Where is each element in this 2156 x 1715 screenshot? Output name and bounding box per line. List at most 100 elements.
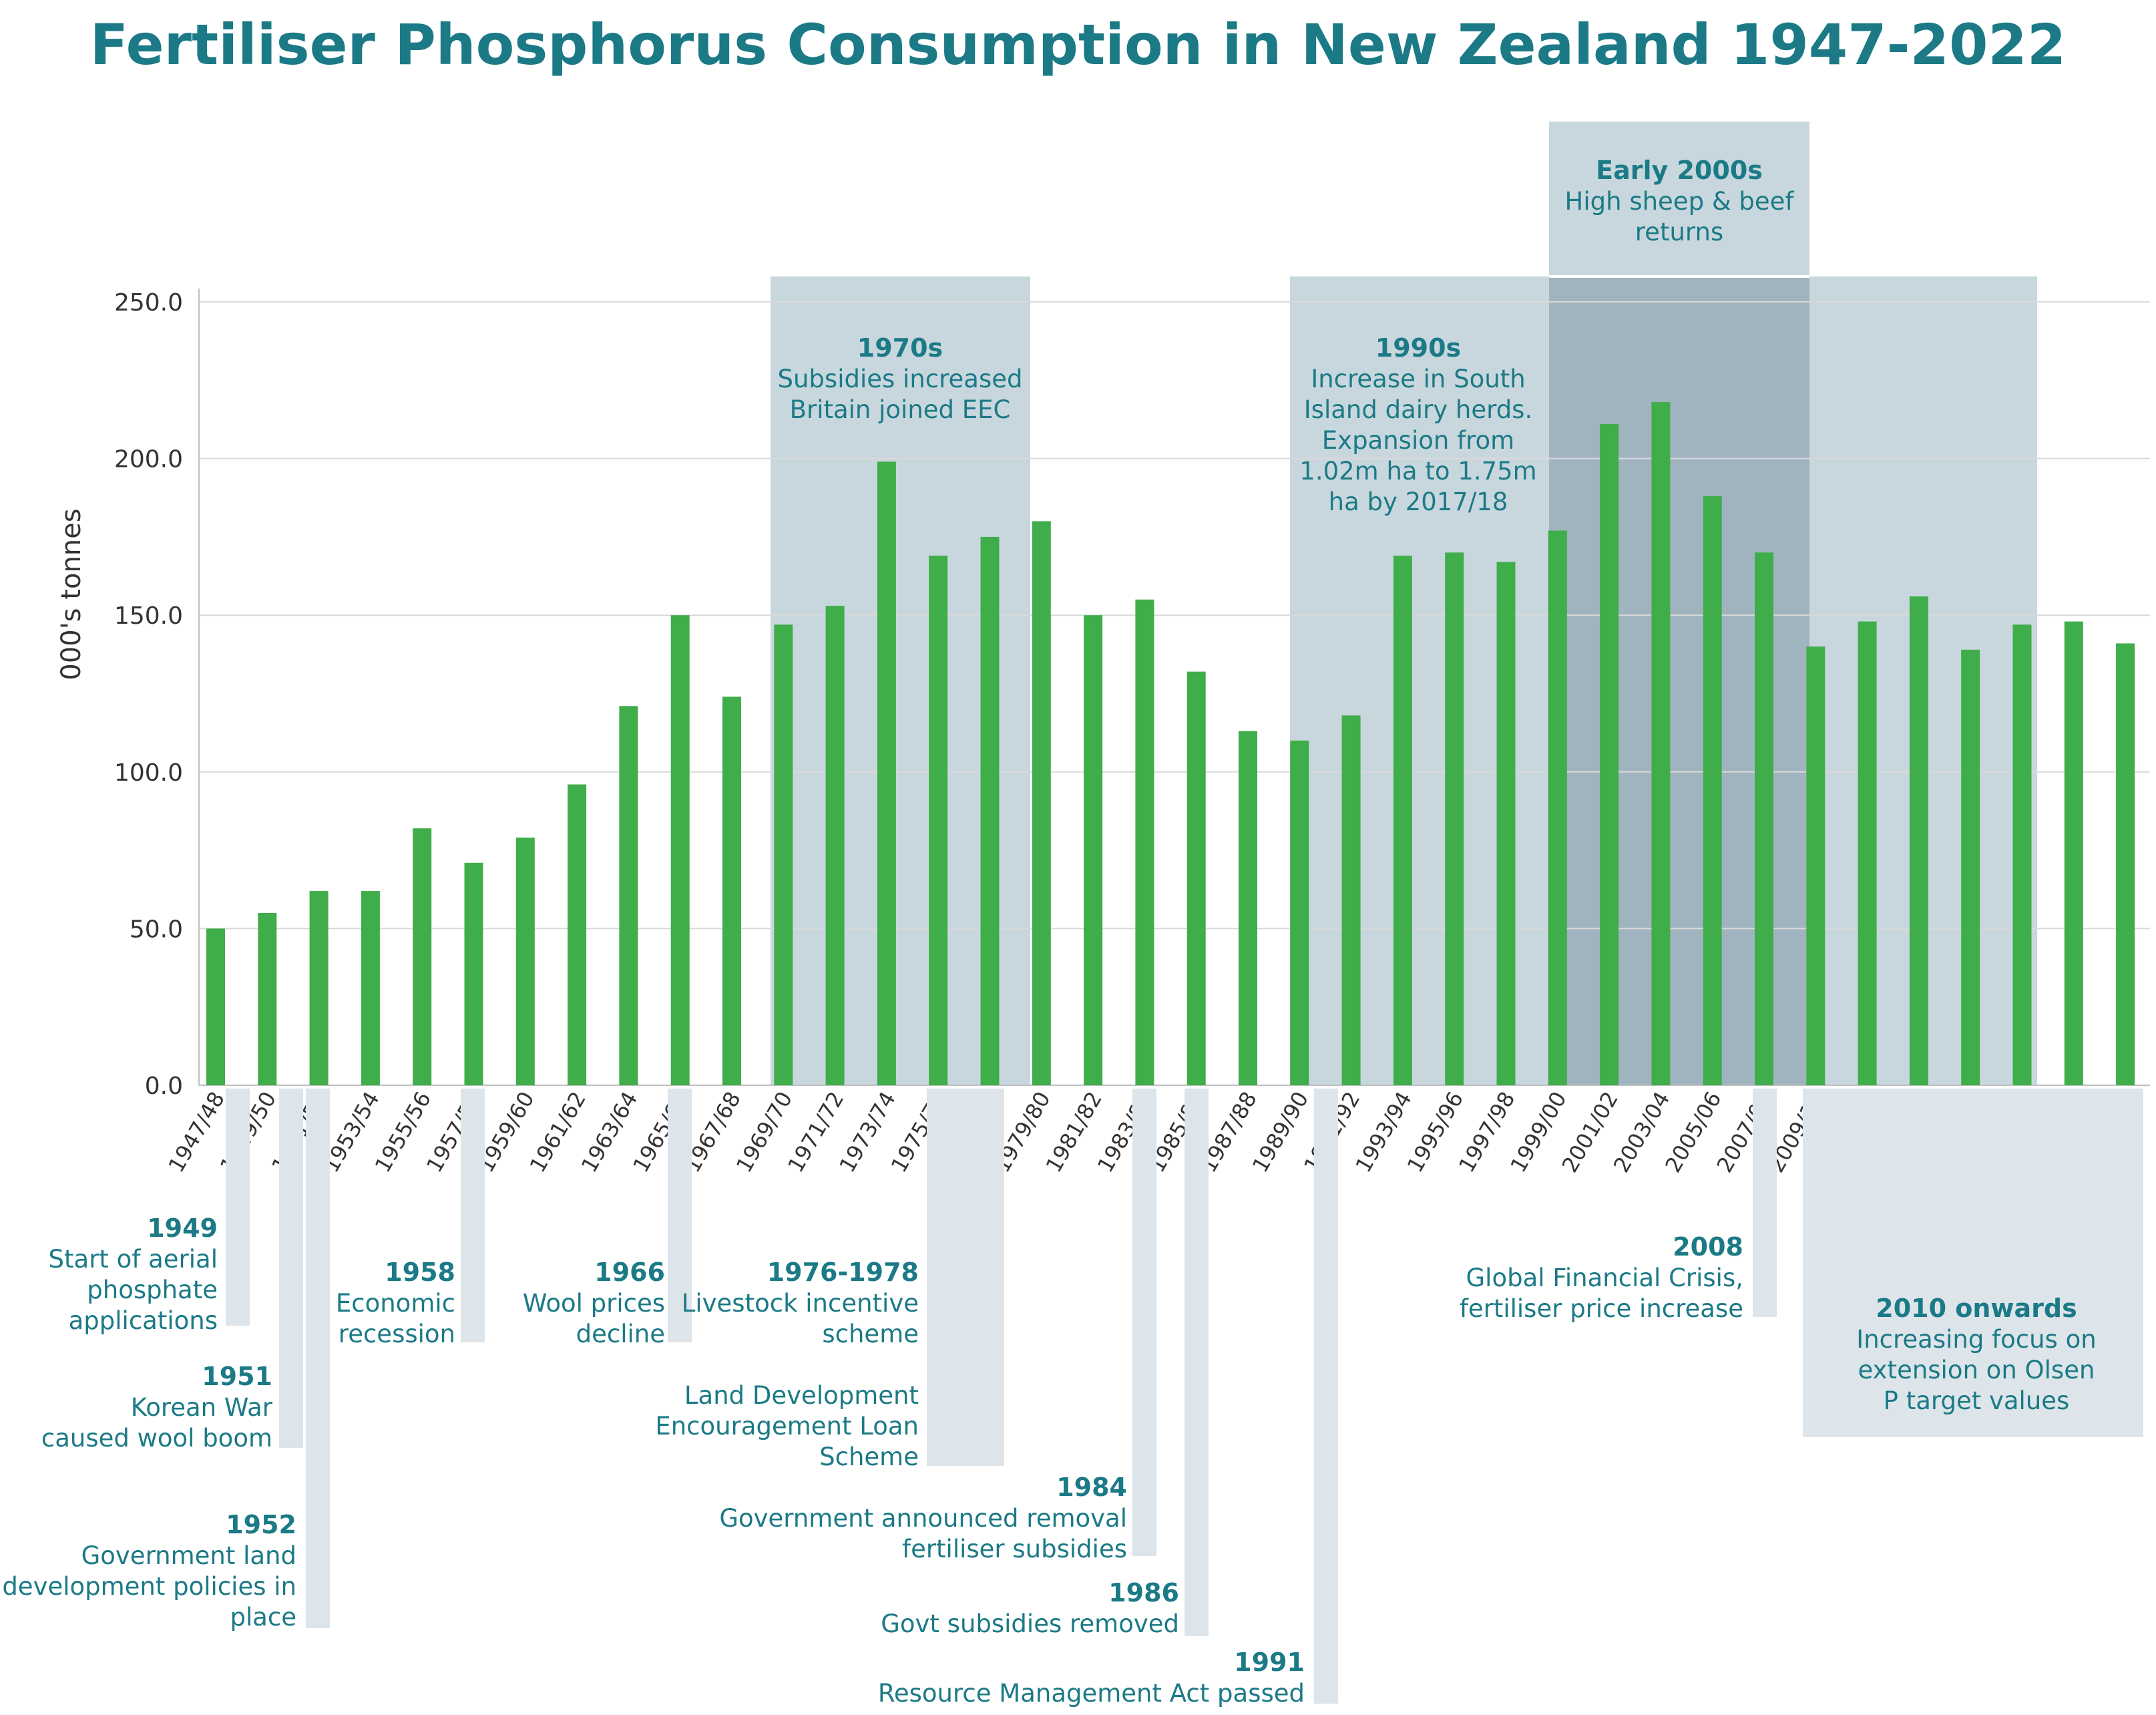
annotation-early-2000s-line: High sheep & beef [1565, 187, 1795, 216]
bar [1600, 423, 1619, 1085]
annotation-event-line: place [230, 1603, 296, 1632]
bar [206, 928, 225, 1085]
y-tick-label: 50.0 [130, 916, 183, 943]
bar [568, 784, 587, 1085]
event-callout-bar [1753, 1089, 1777, 1317]
annotation-event-line: Increasing focus on [1856, 1325, 2096, 1354]
bar [877, 461, 896, 1085]
bar [1755, 552, 1773, 1085]
bar [1239, 731, 1257, 1085]
annotation-event-line: Economic [336, 1289, 455, 1318]
y-tick-label: 200.0 [114, 446, 183, 473]
annotation-event-line: Resource Management Act passed [878, 1679, 1305, 1708]
annotation-event-line: development policies in [2, 1572, 296, 1601]
bar [825, 606, 845, 1085]
annotation-event-heading: 1991 [1234, 1648, 1305, 1677]
chart-title: Fertiliser Phosphorus Consumption in New… [89, 12, 2067, 77]
annotation-1990s-line: ha by 2017/18 [1329, 488, 1508, 516]
bar [1961, 649, 1980, 1085]
event-callout-bar [1803, 1089, 2143, 1437]
annotation-event-line: caused wool boom [41, 1424, 272, 1453]
bar [361, 891, 380, 1085]
bar [1651, 402, 1671, 1085]
annotation-event-line: Wool prices [523, 1289, 665, 1318]
event-callout-bar [226, 1089, 250, 1326]
annotation-event-line: Land Development [684, 1381, 919, 1410]
bar [258, 912, 277, 1085]
event-callout-bar [279, 1089, 303, 1448]
annotation-early-2000s-line: returns [1635, 218, 1723, 246]
annotation-event-line: applications [69, 1306, 218, 1335]
y-axis-label: 000's tonnes [56, 508, 87, 680]
annotation-event-heading: 1951 [202, 1362, 272, 1391]
event-callout-bar [1132, 1089, 1156, 1556]
annotation-event-heading: 1966 [594, 1258, 665, 1287]
annotation-event-heading: 2008 [1673, 1232, 1743, 1262]
y-tick-label: 250.0 [114, 289, 183, 317]
event-callout-bar [1314, 1089, 1338, 1704]
bar [1496, 562, 1516, 1085]
y-tick-label: 0.0 [145, 1073, 183, 1100]
bar [309, 891, 329, 1085]
bar [1187, 671, 1206, 1085]
bar [929, 556, 948, 1085]
annotation-1970s-line: Subsidies increased [778, 365, 1023, 393]
annotation-event-line: P target values [1884, 1386, 2070, 1415]
event-callout-bar [668, 1089, 692, 1342]
annotation-1990s-line: Island dairy herds. [1304, 395, 1532, 424]
bar [2064, 621, 2083, 1085]
annotation-event-heading: 1984 [1056, 1473, 1127, 1502]
bar [619, 706, 638, 1085]
bar [1858, 621, 1877, 1085]
annotation-event-line: fertiliser price increase [1460, 1294, 1743, 1323]
annotation-event-line: recession [339, 1320, 455, 1348]
annotation-event-line: Govt subsidies removed [881, 1609, 1179, 1638]
annotation-event-heading: 1958 [385, 1258, 455, 1287]
annotation-1990s-line: 1.02m ha to 1.75m [1299, 457, 1536, 486]
event-callout-bar [1184, 1089, 1209, 1636]
annotation-event-line: decline [576, 1320, 665, 1348]
bar [1909, 596, 1928, 1085]
annotation-event-line: extension on Olsen [1858, 1356, 2095, 1384]
bar [1032, 521, 1051, 1085]
bar [1135, 599, 1154, 1085]
annotation-event-heading: 1952 [226, 1510, 296, 1539]
bar [722, 697, 741, 1085]
annotation-event-heading: 1949 [147, 1213, 218, 1243]
annotation-1990s-heading: 1990s [1375, 333, 1461, 363]
bar [1393, 556, 1412, 1085]
annotation-event-line: Government land [81, 1541, 296, 1570]
annotation-event-line: Scheme [819, 1443, 919, 1471]
y-tick-label: 150.0 [114, 602, 183, 630]
annotation-event-line: Korean War [131, 1393, 273, 1422]
annotation-1990s-line: Increase in South [1311, 365, 1525, 393]
bar [774, 624, 793, 1085]
annotation-event-line: Livestock incentive [682, 1289, 919, 1318]
annotation-early-2000s-heading: Early 2000s [1596, 156, 1763, 185]
bar [2116, 643, 2135, 1085]
bar [1084, 615, 1103, 1085]
period-band-early-2000s-header [1549, 122, 1809, 276]
annotation-1970s-line: Britain joined EEC [790, 395, 1011, 424]
annotation-event-line: Start of aerial [49, 1245, 218, 1274]
annotation-event-heading: 1976-1978 [767, 1258, 919, 1287]
y-tick-label: 100.0 [114, 759, 183, 787]
bar [670, 615, 690, 1085]
annotation-event-line: fertiliser subsidies [902, 1535, 1127, 1563]
bar [1445, 552, 1464, 1085]
bar [1290, 740, 1309, 1085]
bar [1341, 715, 1361, 1085]
bar [1548, 530, 1567, 1085]
event-callout-bar [927, 1089, 1004, 1466]
annotation-event-line: Government announced removal [719, 1504, 1127, 1533]
annotation-event-line: phosphate [87, 1276, 218, 1304]
annotation-1970s-heading: 1970s [857, 333, 943, 363]
annotation-event-heading: 2010 onwards [1876, 1294, 2077, 1323]
annotation-event-line: Encouragement Loan [655, 1412, 919, 1441]
bar [2012, 624, 2032, 1085]
bar [1806, 646, 1825, 1085]
annotation-event-heading: 1986 [1108, 1578, 1179, 1607]
event-callout-bar [306, 1089, 330, 1628]
annotation-event-line: scheme [822, 1320, 919, 1348]
